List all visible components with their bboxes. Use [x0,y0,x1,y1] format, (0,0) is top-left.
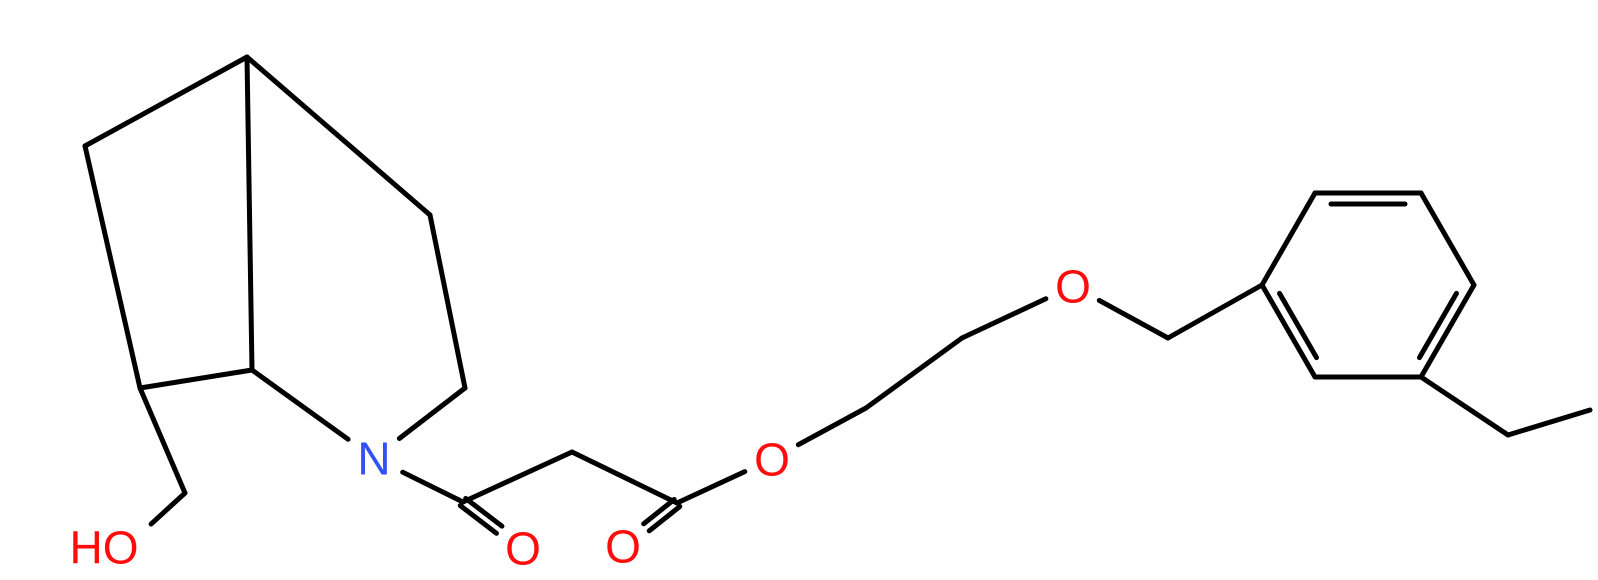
bond [460,449,575,505]
bond [1418,190,1477,288]
aromatic-bond [1418,282,1477,380]
bond [795,405,869,448]
bond [1259,190,1318,288]
atom-label-O_ester: O [754,434,790,486]
bond [82,143,143,391]
bond [396,385,468,441]
bond [137,367,255,391]
atom-label-N_amine: N [357,433,390,485]
aromatic-inner-bond [1277,290,1320,361]
aromatic-inner-bond [1416,290,1459,361]
bond [863,335,965,411]
bond [137,385,188,496]
atom-label-O_ester_dbl: O [605,521,641,573]
double-bond [463,495,505,529]
double-bond [646,504,683,534]
double-bond [641,496,677,527]
bond [569,449,680,506]
bond [148,490,188,527]
bond [427,212,468,391]
atom-label-O_hydroxyl: HO [70,522,139,574]
atom-label-O_amide: O [505,523,541,575]
bond [249,367,351,442]
bond [244,54,433,218]
bond [674,469,748,506]
bond [1096,297,1171,341]
bond [1505,407,1593,438]
bond [400,469,466,505]
atom-label-O_ether: O [1055,261,1091,313]
bond [959,296,1049,341]
aromatic-bond [1259,282,1318,380]
bond [82,54,250,149]
bond [1165,282,1265,341]
bond [1418,374,1511,438]
bond [244,54,255,373]
double-bond [457,503,499,536]
